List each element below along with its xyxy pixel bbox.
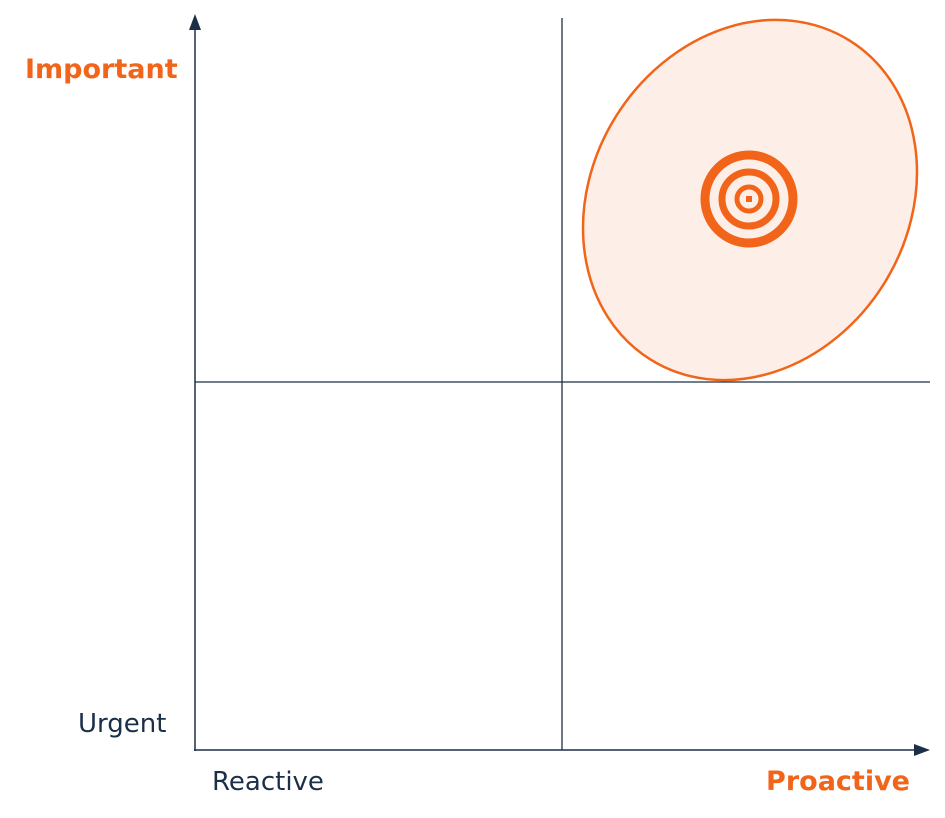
y-axis-arrow [189, 14, 201, 30]
x-left-label: Reactive [212, 767, 324, 797]
x-right-label: Proactive [766, 766, 910, 797]
y-bottom-label: Urgent [78, 709, 166, 739]
x-axis-arrow [914, 744, 930, 756]
target-center [746, 196, 752, 202]
y-top-label: Important [25, 54, 178, 85]
target-icon [700, 150, 798, 248]
